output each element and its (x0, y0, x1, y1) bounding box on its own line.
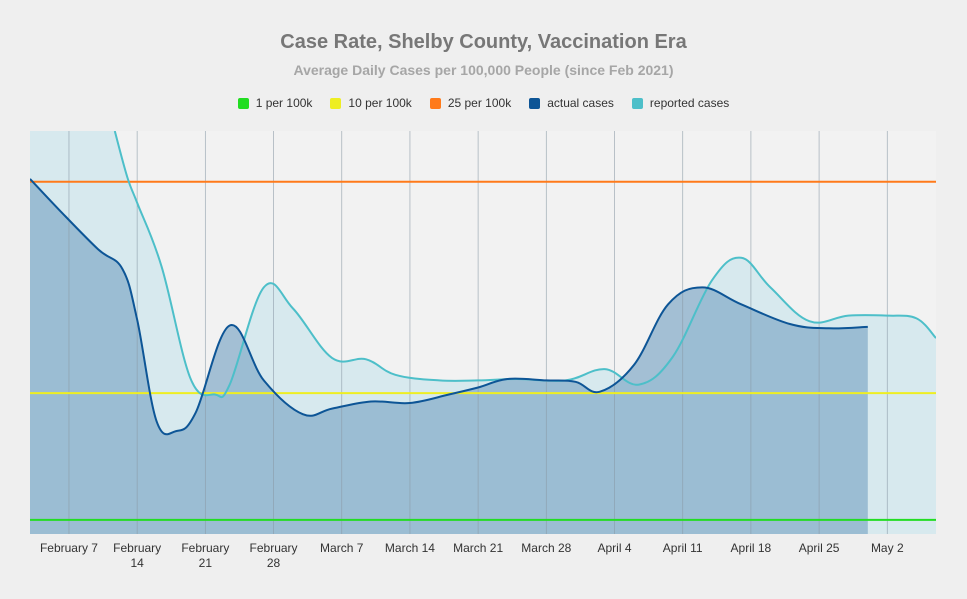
x-tick-label: April 18 (731, 541, 772, 555)
x-tick-label: March 14 (385, 541, 435, 555)
legend-swatch (330, 97, 342, 109)
x-tick-label: March 21 (453, 541, 503, 555)
legend-swatch (631, 97, 643, 109)
x-tick-label: April 4 (598, 541, 632, 555)
legend-item-1-per-100k[interactable]: 1 per 100k (237, 96, 313, 110)
chart-title: Case Rate, Shelby County, Vaccination Er… (280, 31, 687, 53)
legend-label: reported cases (649, 96, 730, 110)
legend-swatch (529, 97, 541, 109)
x-tick-label: May 2 (871, 541, 904, 555)
x-tick-label: March 7 (320, 541, 364, 555)
x-tick-label: February 14 (113, 541, 161, 570)
x-tick-label: March 28 (521, 541, 571, 555)
legend-swatch (429, 97, 441, 109)
reported-cases-line (113, 131, 936, 399)
legend-label: actual cases (547, 96, 614, 110)
legend-item-reported-cases[interactable]: reported cases (631, 96, 730, 110)
actual-cases-area (30, 178, 868, 534)
x-tick-label: February 28 (250, 541, 298, 570)
legend-item-25-per-100k[interactable]: 25 per 100k (429, 96, 512, 110)
legend-item-actual-cases[interactable]: actual cases (529, 96, 614, 110)
legend-swatch (237, 97, 249, 109)
chart-subtitle: Average Daily Cases per 100,000 People (… (293, 62, 674, 78)
legend: 1 per 100k 10 per 100k 25 per 100k actua… (0, 96, 967, 110)
legend-label: 10 per 100k (348, 96, 412, 110)
x-tick-label: April 25 (799, 541, 840, 555)
actual-cases-line (30, 178, 868, 436)
x-tick-label: February 7 (40, 541, 98, 555)
legend-label: 25 per 100k (447, 96, 512, 110)
x-tick-label: April 11 (663, 541, 703, 555)
x-tick-label: February 21 (181, 541, 229, 570)
legend-label: 1 per 100k (255, 96, 313, 110)
legend-item-10-per-100k[interactable]: 10 per 100k (330, 96, 412, 110)
